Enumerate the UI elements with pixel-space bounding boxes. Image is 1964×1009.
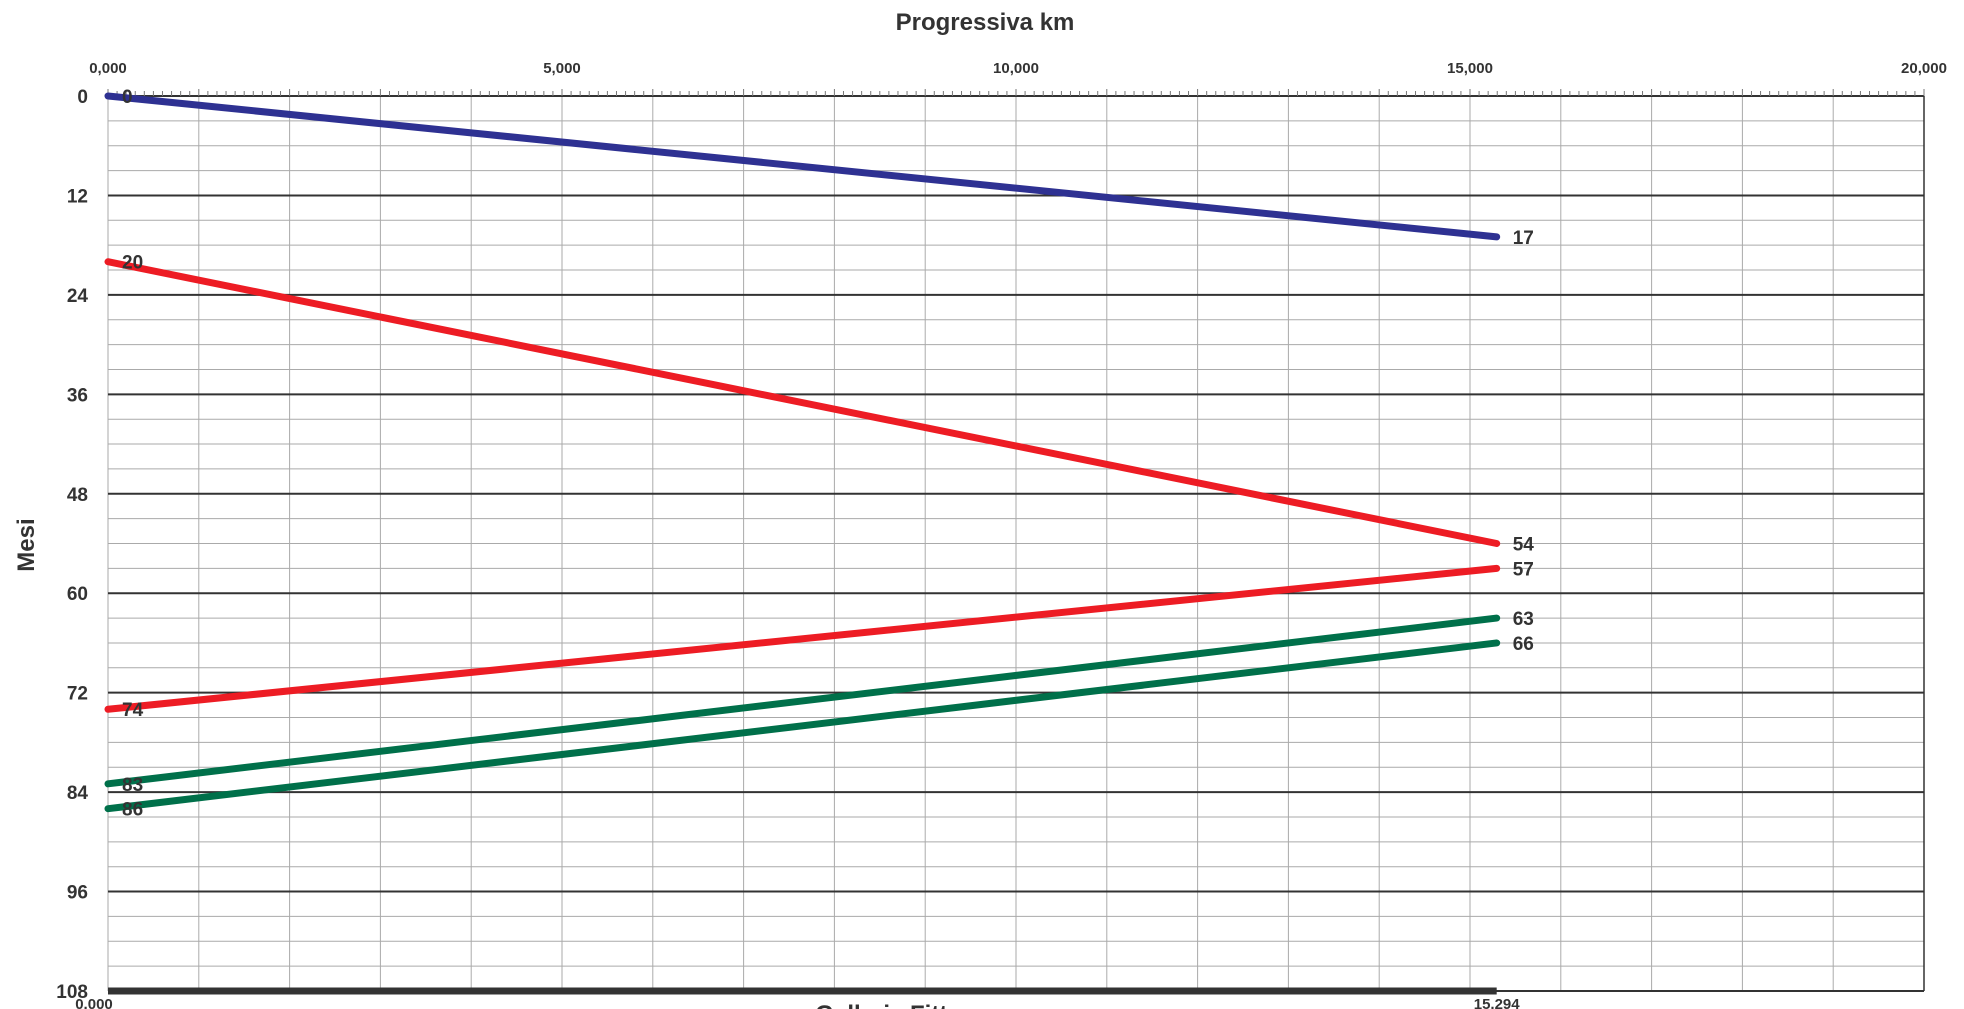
- series-end-label: 66: [1513, 634, 1534, 655]
- x-tick-label: 15,000: [1447, 60, 1493, 77]
- series-end-label: 54: [1513, 535, 1535, 556]
- grid: [107, 95, 1925, 992]
- x-tick-label: 20,000: [1901, 60, 1947, 77]
- x-tick-label: 5,000: [543, 60, 581, 77]
- series-line: [104, 564, 1501, 713]
- series-end-label: 63: [1513, 609, 1534, 630]
- y-tick-label: 0: [77, 87, 88, 108]
- y-tick-label: 48: [67, 485, 88, 506]
- chart-title: Progressiva km: [896, 9, 1075, 36]
- y-tick-label: 12: [67, 186, 88, 207]
- x-bottom-tick-label: 0,000: [75, 996, 113, 1009]
- series-start-label: 74: [122, 700, 144, 721]
- series-line: [104, 258, 1501, 547]
- x-ruler: 0,000 5,000 10,000 15,000 20,000 0,000 15,294: [75, 60, 1947, 1009]
- y-tick-label: 60: [67, 584, 88, 605]
- y-tick-label: 24: [67, 286, 89, 307]
- series-start-label: 0: [122, 87, 133, 108]
- x-tick-label: 0,000: [89, 60, 127, 77]
- y-axis-label: Mesi: [13, 518, 40, 571]
- series-group: [104, 92, 1501, 995]
- series-start-label: 83: [122, 775, 143, 796]
- y-tick-label: 36: [67, 385, 88, 406]
- series-line: [104, 614, 1501, 788]
- series-start-label: 20: [122, 253, 143, 274]
- y-tick-label: 108: [56, 982, 88, 1003]
- x-tick-label: 10,000: [993, 60, 1039, 77]
- labels-group: 0 12 24 36 48 60 72 84 96 108 0 17 20 54 74 57 83 63 86 66: [56, 87, 1534, 1003]
- series-end-label: 57: [1513, 559, 1534, 580]
- y-tick-label: 84: [67, 783, 89, 804]
- series-line: [104, 92, 1501, 241]
- series-end-label: 17: [1513, 228, 1534, 249]
- y-tick-label: 72: [67, 684, 88, 705]
- x-bottom-tick-label: 15,294: [1474, 996, 1521, 1009]
- x-axis-label: Galleria Fittanze: [815, 1001, 1000, 1009]
- series-line: [104, 639, 1501, 813]
- y-tick-label: 96: [67, 883, 88, 904]
- series-start-label: 86: [122, 800, 143, 821]
